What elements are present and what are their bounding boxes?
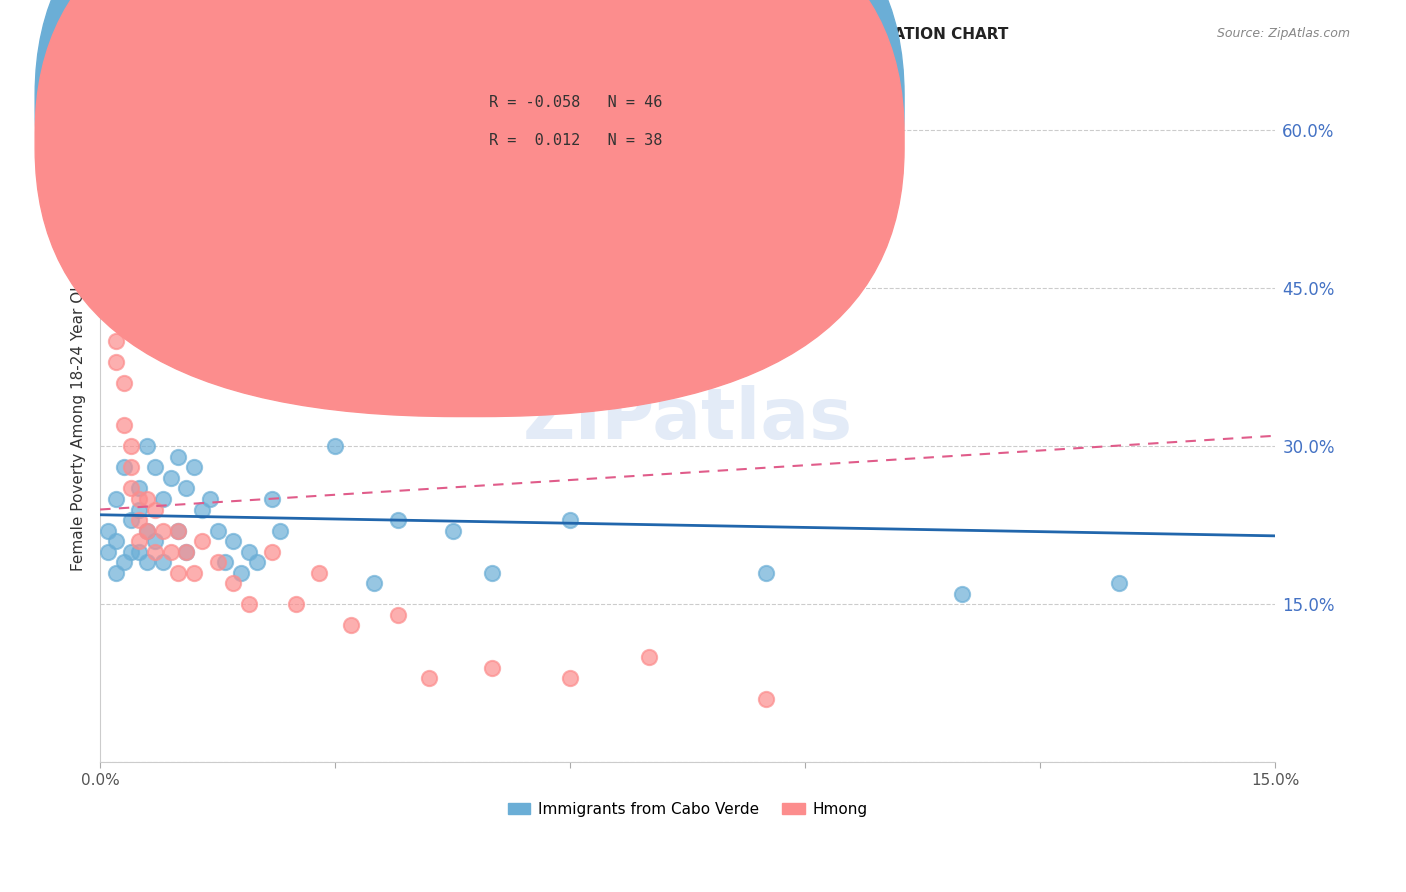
Point: [128, 544, 150, 558]
Point: [262, 544, 284, 558]
Point: [176, 482, 198, 496]
Point: [222, 534, 245, 549]
Point: [97, 207, 120, 221]
Y-axis label: Female Poverty Among 18-24 Year Olds: Female Poverty Among 18-24 Year Olds: [72, 268, 86, 571]
Point: [121, 544, 143, 558]
Point: [222, 576, 245, 591]
Point: [97, 176, 120, 190]
Point: [136, 439, 159, 453]
Point: [1108, 576, 1130, 591]
Point: [183, 460, 205, 475]
Point: [262, 491, 284, 506]
Point: [112, 376, 135, 390]
Point: [136, 491, 159, 506]
Point: [198, 491, 221, 506]
Point: [128, 534, 150, 549]
Point: [560, 671, 582, 685]
Point: [418, 671, 440, 685]
Point: [159, 544, 181, 558]
Point: [167, 566, 190, 580]
Point: [269, 524, 291, 538]
Point: [136, 555, 159, 569]
Point: [637, 650, 659, 665]
Point: [191, 534, 214, 549]
Point: [308, 566, 330, 580]
Point: [112, 418, 135, 433]
Point: [207, 555, 229, 569]
Point: [97, 524, 120, 538]
Point: [238, 544, 260, 558]
Point: [167, 524, 190, 538]
Point: [387, 607, 409, 622]
Point: [176, 544, 198, 558]
Point: [136, 524, 159, 538]
Point: [104, 355, 127, 369]
Point: [104, 334, 127, 348]
Point: [104, 250, 127, 264]
Point: [238, 598, 260, 612]
Legend: Immigrants from Cabo Verde, Hmong: Immigrants from Cabo Verde, Hmong: [502, 796, 875, 823]
Point: [104, 566, 127, 580]
Point: [340, 618, 363, 632]
Point: [481, 660, 503, 674]
Point: [285, 334, 308, 348]
Point: [167, 450, 190, 464]
Point: [755, 692, 778, 706]
Point: [128, 491, 150, 506]
Point: [128, 513, 150, 527]
Point: [104, 534, 127, 549]
Point: [441, 524, 464, 538]
Point: [93, 145, 115, 159]
Point: [387, 513, 409, 527]
Point: [637, 228, 659, 243]
Point: [128, 482, 150, 496]
Text: ZIPatlas: ZIPatlas: [523, 385, 853, 454]
Point: [755, 566, 778, 580]
Point: [121, 460, 143, 475]
Point: [121, 482, 143, 496]
Text: Source: ZipAtlas.com: Source: ZipAtlas.com: [1216, 27, 1350, 40]
Point: [363, 576, 385, 591]
Point: [560, 513, 582, 527]
Point: [104, 491, 127, 506]
Point: [285, 598, 308, 612]
Point: [121, 439, 143, 453]
Point: [207, 524, 229, 538]
Point: [143, 534, 166, 549]
Text: R = -0.058   N = 46: R = -0.058 N = 46: [489, 95, 662, 110]
Point: [159, 471, 181, 485]
Point: [152, 491, 174, 506]
Point: [128, 502, 150, 516]
Point: [143, 502, 166, 516]
Text: IMMIGRANTS FROM CABO VERDE VS HMONG FEMALE POVERTY AMONG 18-24 YEAR OLDS CORRELA: IMMIGRANTS FROM CABO VERDE VS HMONG FEMA…: [56, 27, 1008, 42]
Point: [152, 555, 174, 569]
Point: [167, 524, 190, 538]
Point: [143, 460, 166, 475]
Point: [176, 544, 198, 558]
Point: [481, 566, 503, 580]
Point: [143, 544, 166, 558]
Point: [112, 460, 135, 475]
Point: [152, 524, 174, 538]
Point: [112, 555, 135, 569]
Point: [191, 502, 214, 516]
Point: [246, 555, 269, 569]
Point: [214, 555, 236, 569]
Point: [121, 513, 143, 527]
Point: [231, 566, 253, 580]
Point: [323, 439, 346, 453]
Point: [183, 566, 205, 580]
Point: [97, 544, 120, 558]
Text: R =  0.012   N = 38: R = 0.012 N = 38: [489, 134, 662, 148]
Point: [950, 587, 973, 601]
Point: [136, 524, 159, 538]
